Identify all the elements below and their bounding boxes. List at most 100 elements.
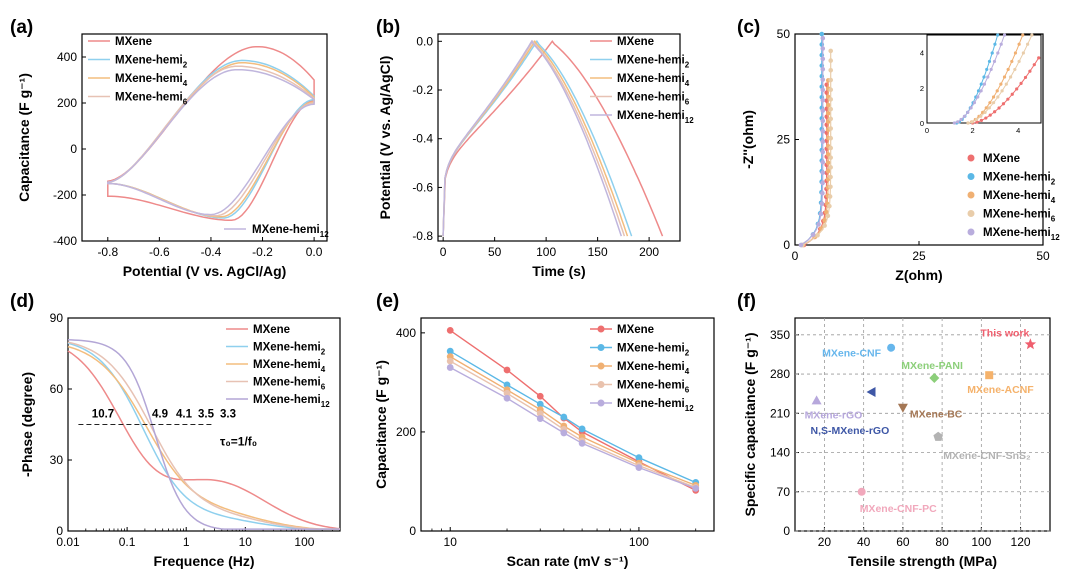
comparison-marker	[811, 395, 822, 405]
inset-point	[1017, 42, 1021, 46]
nyquist-point	[820, 118, 826, 124]
nyquist-point	[822, 223, 827, 228]
inset-point	[966, 110, 970, 114]
inset-point	[987, 59, 992, 64]
y-axis-label-f: Specific capacitance (F g⁻¹)	[742, 333, 758, 517]
legend-entry-e: MXene	[617, 324, 654, 336]
y-tick-label-b: -0.8	[412, 229, 433, 243]
comparison-marker	[1024, 338, 1037, 350]
legend-entry-d-sub: 2	[321, 348, 326, 357]
legend-entry-c-main: MXene-hemi	[983, 172, 1051, 184]
nyquist-point	[828, 77, 834, 83]
inset-point	[1028, 69, 1032, 73]
nyquist-point	[828, 135, 834, 141]
y-tick-label-c: 0	[783, 238, 790, 252]
inset-point	[1030, 33, 1034, 37]
rate-point	[503, 381, 511, 389]
inset-point	[1009, 75, 1013, 79]
comparison-marker	[929, 373, 940, 383]
comparison-marker	[857, 487, 866, 496]
rate-point	[635, 464, 643, 471]
legend-entry-c: MXene-hemi6	[983, 209, 1056, 224]
comparison-label: MXene-CNF-PC	[860, 503, 937, 515]
x-tick-label-f: 80	[935, 535, 949, 549]
x-tick-label-c: 25	[912, 249, 926, 263]
inset-point	[1037, 56, 1041, 60]
rate-point	[692, 485, 700, 492]
x-tick-label-a: -0.6	[149, 245, 170, 259]
panel-label-c: (c)	[737, 17, 760, 38]
legend-entry-a-sub: 4	[183, 79, 188, 88]
y-tick-label-f: 0	[783, 524, 790, 538]
legend-entry-a: MXene-hemi12	[252, 224, 329, 239]
legend-entry-e: MXene-hemi6	[617, 380, 690, 395]
x-tick-label-d: 10	[239, 535, 253, 549]
legend-entry-a: MXene-hemi4	[115, 73, 188, 88]
relaxation-time-label: 4.1	[176, 409, 193, 421]
legend-entry-b-main: MXene-hemi	[617, 55, 685, 67]
legend-entry-d: MXene-hemi4	[253, 359, 326, 374]
inset-point	[1000, 89, 1004, 93]
legend-entry-b: MXene-hemi6	[617, 92, 690, 107]
inset-point	[1032, 63, 1036, 67]
y-axis-label-d: -Phase (degree)	[19, 372, 35, 477]
panel-e: 10 100 0 200 400 Scan rate (mV s⁻¹) Capacitanc…	[373, 317, 715, 569]
y-tick-label-f: 70	[777, 485, 791, 499]
legend-entry-d-main: MXene-hemi	[253, 359, 321, 371]
comparison-label: N,S-MXene-rGO	[811, 425, 890, 437]
comparison-marker	[985, 371, 994, 380]
x-tick-label-d: 0.01	[56, 535, 80, 549]
legend-entry-e-sub: 2	[685, 349, 690, 358]
legend-marker-e	[597, 381, 605, 388]
inset-curve	[972, 57, 1040, 124]
y-tick-label-f: 210	[770, 406, 790, 420]
nyquist-point	[828, 174, 833, 180]
x-tick-label-a: -0.4	[201, 245, 222, 259]
nyquist-point	[828, 67, 834, 73]
legend-entry-b-main: MXene-hemi	[617, 73, 685, 85]
y-tick-label-b: 0.0	[416, 34, 433, 48]
inset-point	[984, 116, 988, 120]
x-axis-label-c: Z(ohm)	[895, 267, 942, 283]
y-tick-label-d: 90	[50, 311, 64, 325]
inset-y-tick-label: 4	[920, 49, 924, 58]
rate-point	[446, 347, 454, 355]
inset-point	[1021, 51, 1025, 55]
legend-entry-e: MXene-hemi4	[617, 361, 690, 376]
legend-entry-e-main: MXene-hemi	[617, 380, 685, 392]
inset-point	[987, 106, 991, 110]
legend-entry-e-main: MXene-hemi	[617, 398, 685, 410]
nyquist-point	[820, 191, 825, 196]
nyquist-point	[798, 242, 804, 248]
inset-point	[985, 67, 989, 72]
x-tick-label-d: 0.1	[119, 535, 136, 549]
x-tick-label-d: 1	[183, 535, 190, 549]
comparison-label: MXene-CNF-SnS₂	[943, 450, 1031, 462]
legend-entry-d-sub: 6	[321, 383, 326, 392]
nyquist-point	[820, 66, 826, 72]
nyquist-point	[819, 201, 825, 206]
phase-curve	[67, 350, 341, 530]
x-tick-label-d: 100	[294, 535, 314, 549]
nyquist-point	[825, 111, 831, 116]
legend-marker-c	[967, 191, 975, 199]
y-tick-label-f: 280	[770, 367, 790, 381]
legend-entry-c-sub: 6	[1051, 215, 1056, 224]
inset-point	[989, 67, 993, 72]
inset-point	[996, 51, 1000, 55]
nyquist-point	[828, 155, 833, 160]
nyquist-point	[828, 165, 833, 170]
y-axis-label-b: Potential (V vs. Ag/AgCl)	[377, 56, 393, 220]
panel-label-f: (f)	[737, 291, 756, 312]
rate-point	[536, 400, 544, 408]
inset-point	[988, 113, 992, 117]
x-tick-label-b: 50	[488, 245, 502, 259]
legend-entry-d-main: MXene-hemi	[253, 377, 321, 389]
nyquist-point	[820, 77, 826, 82]
legend-entry-d: MXene	[253, 324, 290, 336]
legend-entry-b: MXene	[617, 36, 654, 48]
inset-point	[992, 59, 997, 64]
cv-curve	[107, 65, 315, 217]
nyquist-point	[815, 232, 820, 238]
nyquist-point	[820, 159, 826, 165]
